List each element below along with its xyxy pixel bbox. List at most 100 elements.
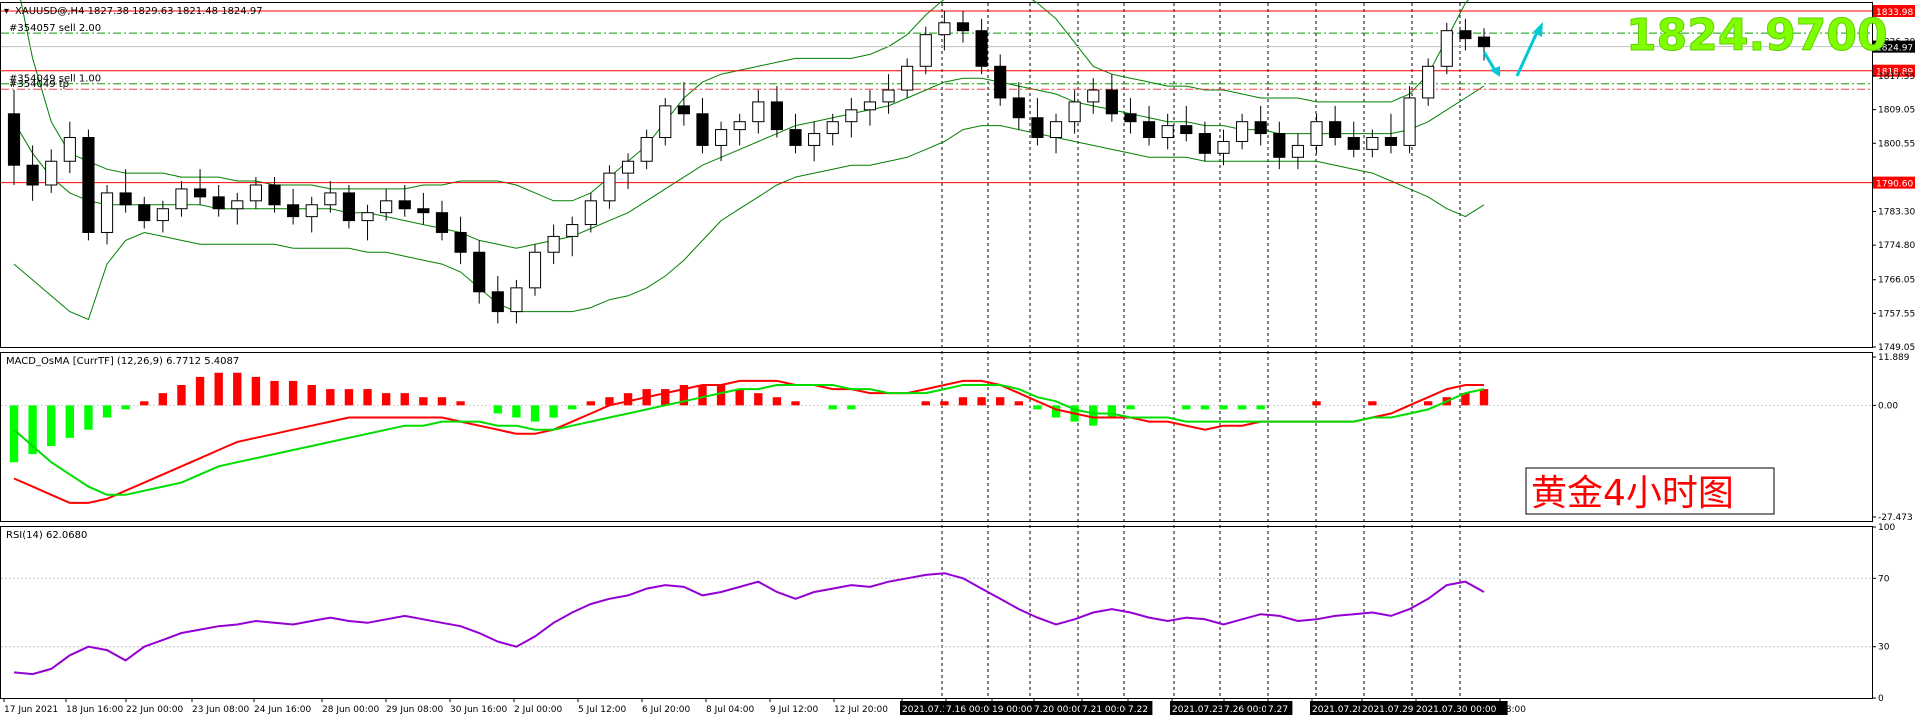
time-tick-label: 23 Jun 08:00 [192, 705, 249, 715]
x-label-highlight [944, 701, 1004, 715]
candle [1012, 82, 1025, 130]
main-header-triangle-icon[interactable]: ▾ [4, 6, 9, 17]
candle [63, 121, 76, 174]
macd-tick-label: 11.889 [1878, 353, 1910, 363]
candle-body-bull [640, 137, 653, 162]
candle-body-bull [361, 212, 374, 222]
candle [305, 196, 318, 233]
candle-body-bull [826, 121, 839, 135]
main-header: XAUUSD@,H4 1827.38 1829.63 1821.48 1824.… [15, 6, 263, 17]
order-label-sell-2[interactable]: #354057 sell 2.00 [9, 23, 101, 34]
candle [1198, 121, 1211, 162]
candle [1440, 22, 1453, 75]
candle [621, 153, 635, 189]
candle-body-bull [584, 200, 597, 226]
level-price-tag [1873, 4, 1915, 17]
candle [7, 90, 21, 185]
candle-body-bull [324, 192, 337, 206]
x-label-highlight [1032, 701, 1092, 715]
price-axis: 1826.30 1817.55 1809.05 1800.55 1783.30 1774.… [1872, 37, 1915, 704]
candle [956, 10, 970, 43]
candle-body-bull [715, 129, 728, 146]
time-tick-label: 30 Jun 16:00 [450, 705, 507, 715]
candle-body-bear [473, 251, 486, 293]
order-label-tp[interactable]: #354049 tp [9, 79, 69, 90]
candle-body-bear [789, 129, 802, 146]
candle-body-bull [45, 160, 58, 186]
time-tick-label: 2 Jul 00:00 [514, 705, 563, 715]
macd-tick-label: 0.00 [1878, 401, 1898, 411]
candle [566, 216, 579, 257]
annotation-box: 黄金4小时图 [1525, 467, 1775, 515]
candle-body-bull [882, 89, 895, 103]
candle [1366, 129, 1379, 158]
candle [808, 121, 821, 162]
time-tick-label: 6 Jul 20:00 [642, 705, 691, 715]
candle-body-bull [1366, 137, 1379, 150]
candle [82, 129, 95, 241]
time-tick-label: 2021.07.15 00:00 [902, 705, 983, 715]
candle [156, 200, 169, 233]
candle [26, 145, 39, 201]
candle [603, 165, 616, 209]
candle [975, 18, 988, 75]
candle [1422, 58, 1435, 106]
candle-body-bull [566, 224, 579, 237]
rsi-tick-label: 0 [1878, 694, 1884, 704]
time-tick-label: 7.26 00:00 [1224, 705, 1273, 715]
current-price-tag [1873, 40, 1915, 53]
candle [231, 192, 244, 225]
candle-body-bull [1291, 144, 1305, 158]
candle-body-bull [938, 22, 951, 36]
candle [919, 26, 932, 75]
candle-body-bear [975, 30, 988, 67]
candle [361, 204, 374, 241]
time-tick-label: 5 Jul 12:00 [578, 705, 627, 715]
time-tick-label: 2021.07.30 00:00 [1416, 705, 1497, 715]
time-tick-label: 2021.07.23 00:00 [1172, 705, 1253, 715]
candle [547, 224, 560, 265]
x-label-highlight [1266, 701, 1293, 715]
time-tick-label: 7.16 00:00 [946, 705, 995, 715]
macd-tick-label: -27.473 [1878, 513, 1913, 523]
big-price-display: 1824.9700 [1626, 10, 1888, 61]
candle-body-bull [175, 188, 188, 210]
x-label-highlight [1414, 701, 1508, 715]
time-tick-label: 9 Jul 12:00 [770, 705, 819, 715]
candle [380, 188, 393, 221]
candle [752, 90, 765, 134]
level-price-label: 1790.60 [1876, 180, 1913, 190]
candle-body-bull [808, 133, 821, 146]
candle-body-bull [305, 204, 318, 218]
candle-body-bull [919, 34, 932, 67]
candle [770, 86, 783, 138]
candle-body-bull [510, 287, 523, 313]
horizontal-levels: 1833.98 1818.89 1790.60 1824.97 [1, 4, 1915, 190]
candle [510, 279, 523, 324]
time-tick-label: 2021.07.29 [1362, 705, 1414, 715]
candle-body-bear [454, 231, 467, 253]
candle [435, 200, 449, 241]
price-tick-label: 1774.80 [1878, 241, 1915, 251]
bollinger-lower [13, 125, 1485, 321]
time-tick-label: 7.27 [1268, 705, 1288, 715]
candle-body-bear [435, 212, 449, 233]
candle-body-bull [733, 121, 746, 131]
candle [454, 216, 467, 265]
candle [863, 90, 877, 126]
candle [212, 184, 225, 217]
order-label-sell-1[interactable]: #354049 sell 1.00 [9, 74, 101, 85]
candle-body-bear [268, 184, 281, 206]
candle-body-bear [287, 204, 300, 218]
candle-body-bear [1012, 97, 1025, 119]
candle-body-bull [547, 235, 560, 253]
forecast-arrows [1482, 22, 1543, 77]
rsi-pane-border [0, 526, 1873, 699]
candle [789, 113, 802, 154]
candle [138, 196, 151, 229]
time-axis: 17 Jun 2021 18 Jun 16:00 22 Jun 00:00 23 Ju… [3, 698, 1526, 715]
candle [1347, 121, 1360, 158]
